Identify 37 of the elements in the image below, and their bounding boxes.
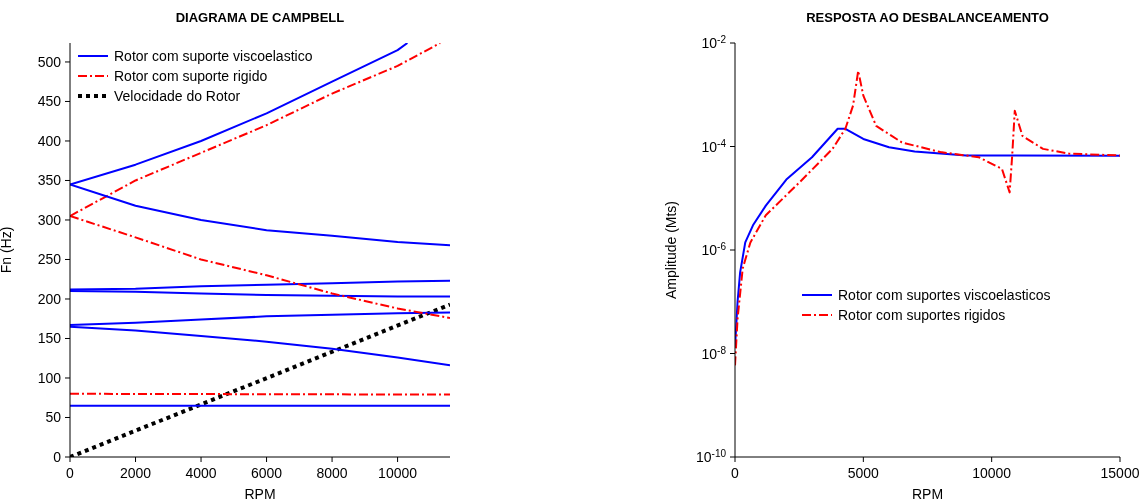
y-tick-label: 50 bbox=[45, 409, 62, 426]
y-tick-label: 0 bbox=[53, 449, 62, 465]
chart-title: RESPOSTA AO DESBALANCEAMENTO bbox=[805, 10, 1050, 25]
y-tick-label: 450 bbox=[37, 93, 62, 110]
chart-title: DIAGRAMA DE CAMPBELL bbox=[174, 10, 346, 25]
y-tick-label: 10$^{-10}$ bbox=[695, 447, 727, 465]
x-tick-label: 4000 bbox=[185, 465, 217, 481]
y-tick-label: 200 bbox=[37, 290, 62, 307]
y-axis-title: Amplitude (Mts) bbox=[662, 200, 679, 300]
legend-label: Rotor com suportes rigidos bbox=[838, 306, 1006, 325]
y-tick-label: 500 bbox=[37, 53, 62, 70]
y-tick-label: 150 bbox=[37, 330, 62, 347]
y-tick-label: 10$^{-4}$ bbox=[701, 137, 727, 155]
y-tick-label: 10$^{-2}$ bbox=[701, 33, 727, 51]
y-tick-label: 400 bbox=[37, 132, 62, 149]
x-tick-label: 0 bbox=[731, 465, 740, 481]
y-tick-label: 10$^{-8}$ bbox=[701, 344, 727, 362]
x-tick-label: 2000 bbox=[119, 465, 152, 481]
x-axis-title: RPM bbox=[911, 486, 944, 499]
legend-label: Rotor com suporte rigido bbox=[114, 67, 268, 86]
x-tick-label: 6000 bbox=[250, 465, 283, 481]
x-tick-label: 8000 bbox=[316, 465, 348, 481]
x-tick-label: 5000 bbox=[847, 465, 880, 481]
legend-label: Rotor com suportes viscoelasticos bbox=[838, 286, 1051, 305]
y-tick-label: 350 bbox=[37, 172, 62, 189]
x-tick-label: 0 bbox=[66, 465, 75, 481]
y-tick-label: 100 bbox=[37, 369, 62, 386]
legend-label: Velocidade do Rotor bbox=[114, 87, 241, 106]
y-tick-label: 300 bbox=[37, 211, 62, 228]
x-tick-label: 15000 bbox=[1100, 465, 1140, 481]
y-axis-title: Fn (Hz) bbox=[0, 226, 14, 274]
x-tick-label: 10000 bbox=[378, 465, 418, 481]
x-tick-label: 10000 bbox=[972, 465, 1012, 481]
x-axis-title: RPM bbox=[244, 486, 276, 499]
y-tick-label: 10$^{-6}$ bbox=[701, 240, 727, 258]
y-tick-label: 250 bbox=[37, 251, 62, 268]
legend-label: Rotor com suporte viscoelastico bbox=[114, 47, 313, 66]
